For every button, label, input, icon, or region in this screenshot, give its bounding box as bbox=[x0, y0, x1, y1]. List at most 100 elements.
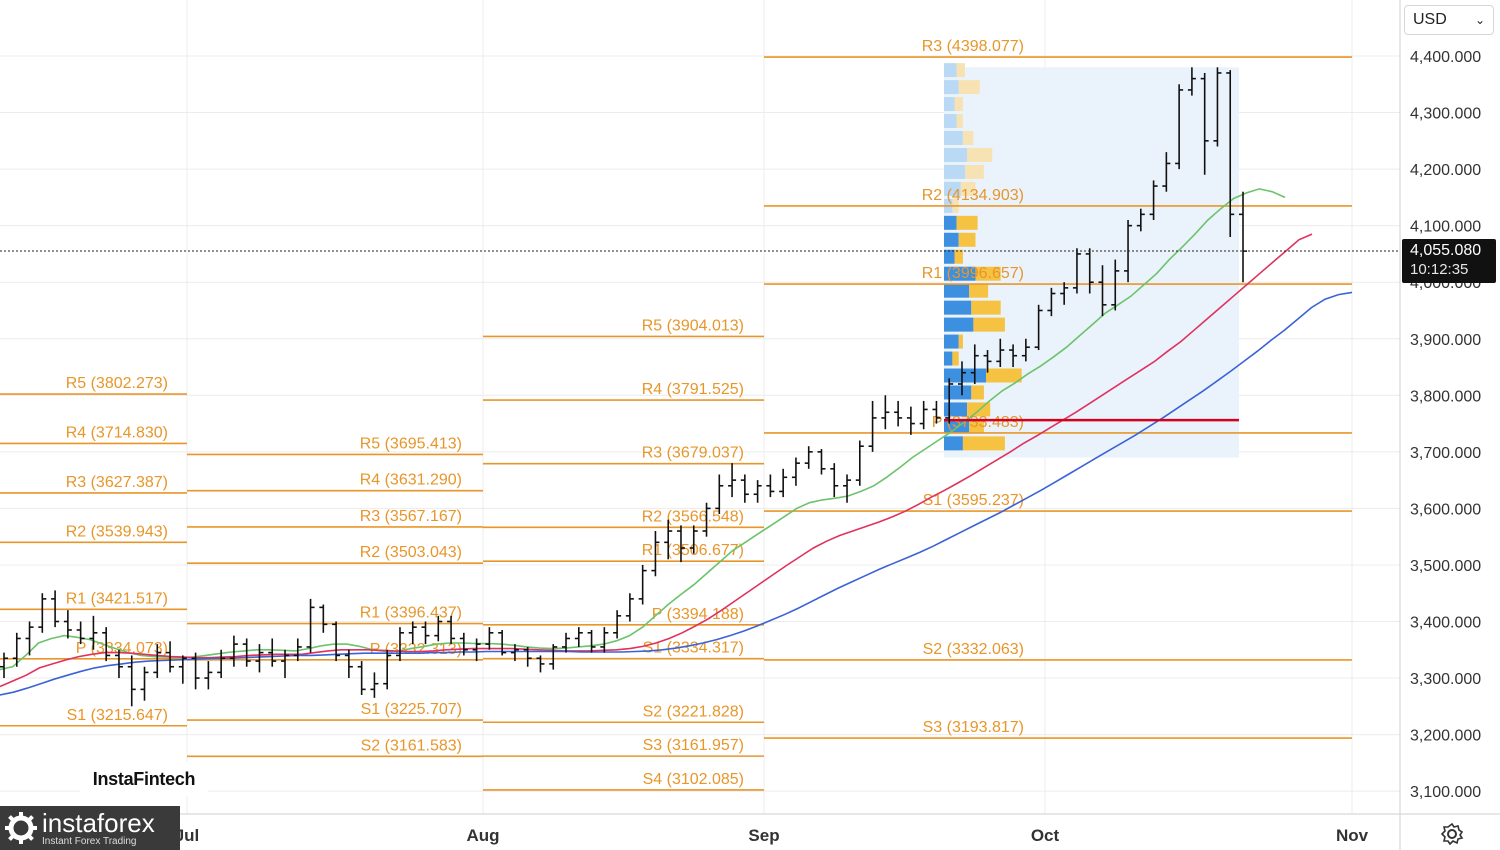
ohlc-bar bbox=[472, 638, 481, 662]
vp-sell-bar bbox=[956, 114, 963, 129]
vp-sell-bar bbox=[962, 436, 1005, 451]
pivot-label: R2 (3539.943) bbox=[66, 523, 168, 540]
ohlc-bar bbox=[894, 400, 903, 427]
vp-sell-bar bbox=[971, 300, 1001, 315]
ohlc-bar bbox=[625, 593, 634, 622]
vp-sell-bar bbox=[954, 97, 963, 112]
vp-buy-bar bbox=[944, 317, 974, 332]
ohlc-bar bbox=[549, 644, 558, 670]
vp-sell-bar bbox=[962, 130, 974, 145]
ohlc-bar bbox=[1149, 180, 1158, 220]
vp-buy-bar bbox=[944, 300, 972, 315]
ohlc-bar bbox=[89, 615, 98, 650]
ohlc-bar bbox=[357, 661, 366, 696]
last-price-tag: 4,055.080 10:12:35 bbox=[1402, 239, 1496, 283]
pivot-label: S3 (3161.957) bbox=[643, 737, 744, 754]
ohlc-bar bbox=[0, 652, 8, 679]
ohlc-bar bbox=[676, 525, 685, 563]
vp-buy-bar bbox=[944, 97, 955, 112]
y-tick-label: 3,100.000 bbox=[1410, 784, 1481, 801]
ohlc-bar bbox=[1047, 287, 1056, 317]
ohlc-bar bbox=[408, 621, 417, 645]
ohlc-bar bbox=[1085, 248, 1094, 294]
ohlc-bar bbox=[191, 652, 200, 690]
vp-sell-bar bbox=[960, 181, 976, 196]
ohlc-bar bbox=[766, 474, 775, 498]
ohlc-bar bbox=[1136, 208, 1145, 232]
ohlc-bar bbox=[638, 564, 647, 605]
currency-value: USD bbox=[1413, 11, 1447, 28]
ma-slow-line bbox=[0, 291, 1353, 696]
vp-sell-bar bbox=[952, 351, 959, 366]
vp-buy-bar bbox=[944, 351, 953, 366]
ohlc-bar bbox=[459, 632, 468, 656]
ohlc-bar bbox=[281, 649, 290, 679]
vp-sell-bar bbox=[975, 266, 1001, 281]
vp-buy-bar bbox=[944, 368, 986, 383]
gear-icon[interactable] bbox=[1440, 822, 1464, 846]
currency-select[interactable]: USD ⌄ bbox=[1404, 5, 1494, 35]
ohlc-bar bbox=[970, 344, 979, 384]
ohlc-bar bbox=[574, 627, 583, 647]
ohlc-bar bbox=[945, 378, 954, 424]
pivot-label: R1 (3996.657) bbox=[922, 265, 1024, 282]
ohlc-bar bbox=[1175, 84, 1184, 170]
logo-text: instaforex bbox=[42, 807, 155, 838]
ohlc-bar bbox=[1009, 344, 1018, 368]
ohlc-bar bbox=[1111, 259, 1120, 311]
pivot-label: R5 (3904.013) bbox=[642, 317, 744, 334]
ohlc-bar bbox=[76, 621, 85, 645]
ohlc-bar bbox=[370, 672, 379, 698]
x-tick-label: Aug bbox=[466, 826, 499, 845]
pivot-label: S1 (3215.647) bbox=[67, 707, 168, 724]
volume-profile-zone bbox=[944, 67, 1239, 458]
ma-fast-line bbox=[0, 188, 1286, 671]
vp-buy-bar bbox=[944, 130, 963, 145]
vp-buy-bar bbox=[944, 249, 955, 264]
y-tick-label: 3,700.000 bbox=[1410, 445, 1481, 462]
y-tick-label: 3,200.000 bbox=[1410, 728, 1481, 745]
ohlc-bar bbox=[536, 655, 545, 673]
ohlc-bar bbox=[983, 350, 992, 373]
y-tick-label: 4,300.000 bbox=[1410, 106, 1481, 123]
ohlc-bar bbox=[395, 627, 404, 662]
pivot-label: R1 (3506.677) bbox=[642, 542, 744, 559]
ohlc-bar bbox=[740, 474, 749, 503]
ohlc-bar bbox=[166, 641, 175, 673]
ohlc-bar bbox=[306, 598, 315, 653]
ohlc-bar bbox=[600, 627, 609, 653]
ohlc-bar bbox=[332, 621, 341, 662]
ohlc-bar bbox=[293, 638, 302, 662]
vp-buy-bar bbox=[944, 114, 957, 129]
ohlc-bar bbox=[855, 440, 864, 486]
ohlc-bar bbox=[996, 338, 1005, 368]
pivot-label: R4 (3631.290) bbox=[360, 472, 462, 489]
vp-buy-bar bbox=[944, 283, 970, 298]
last-price-value: 4,055.080 bbox=[1410, 242, 1482, 259]
ohlc-bar bbox=[523, 646, 532, 667]
y-tick-label: 4,200.000 bbox=[1410, 162, 1481, 179]
ohlc-bar bbox=[613, 610, 622, 639]
moving-averages bbox=[0, 188, 1353, 696]
ohlc-bar bbox=[728, 463, 737, 498]
pivot-label: P (3394.188) bbox=[652, 606, 744, 623]
pivot-label: R1 (3421.517) bbox=[66, 590, 168, 607]
ohlc-bar bbox=[817, 449, 826, 475]
x-tick-label: Nov bbox=[1336, 826, 1369, 845]
ohlc-bar bbox=[485, 627, 494, 650]
ohlc-bar bbox=[344, 649, 353, 679]
instaforex-logo[interactable]: instaforex Instant Forex Trading bbox=[0, 806, 180, 850]
ohlc-bar bbox=[178, 655, 187, 684]
ohlc-bar bbox=[242, 638, 251, 667]
volume-profile-area bbox=[944, 67, 1239, 458]
ohlc-bar bbox=[1034, 304, 1043, 351]
vp-sell-bar bbox=[973, 317, 1005, 332]
vp-sell-bar bbox=[958, 334, 963, 349]
ohlc-bar bbox=[651, 531, 660, 577]
ohlc-bar bbox=[843, 474, 852, 503]
vp-sell-bar bbox=[958, 80, 980, 95]
pivot-label: R4 (3791.525) bbox=[642, 381, 744, 398]
volume-profile bbox=[944, 63, 1022, 451]
ohlc-bar bbox=[804, 446, 813, 469]
